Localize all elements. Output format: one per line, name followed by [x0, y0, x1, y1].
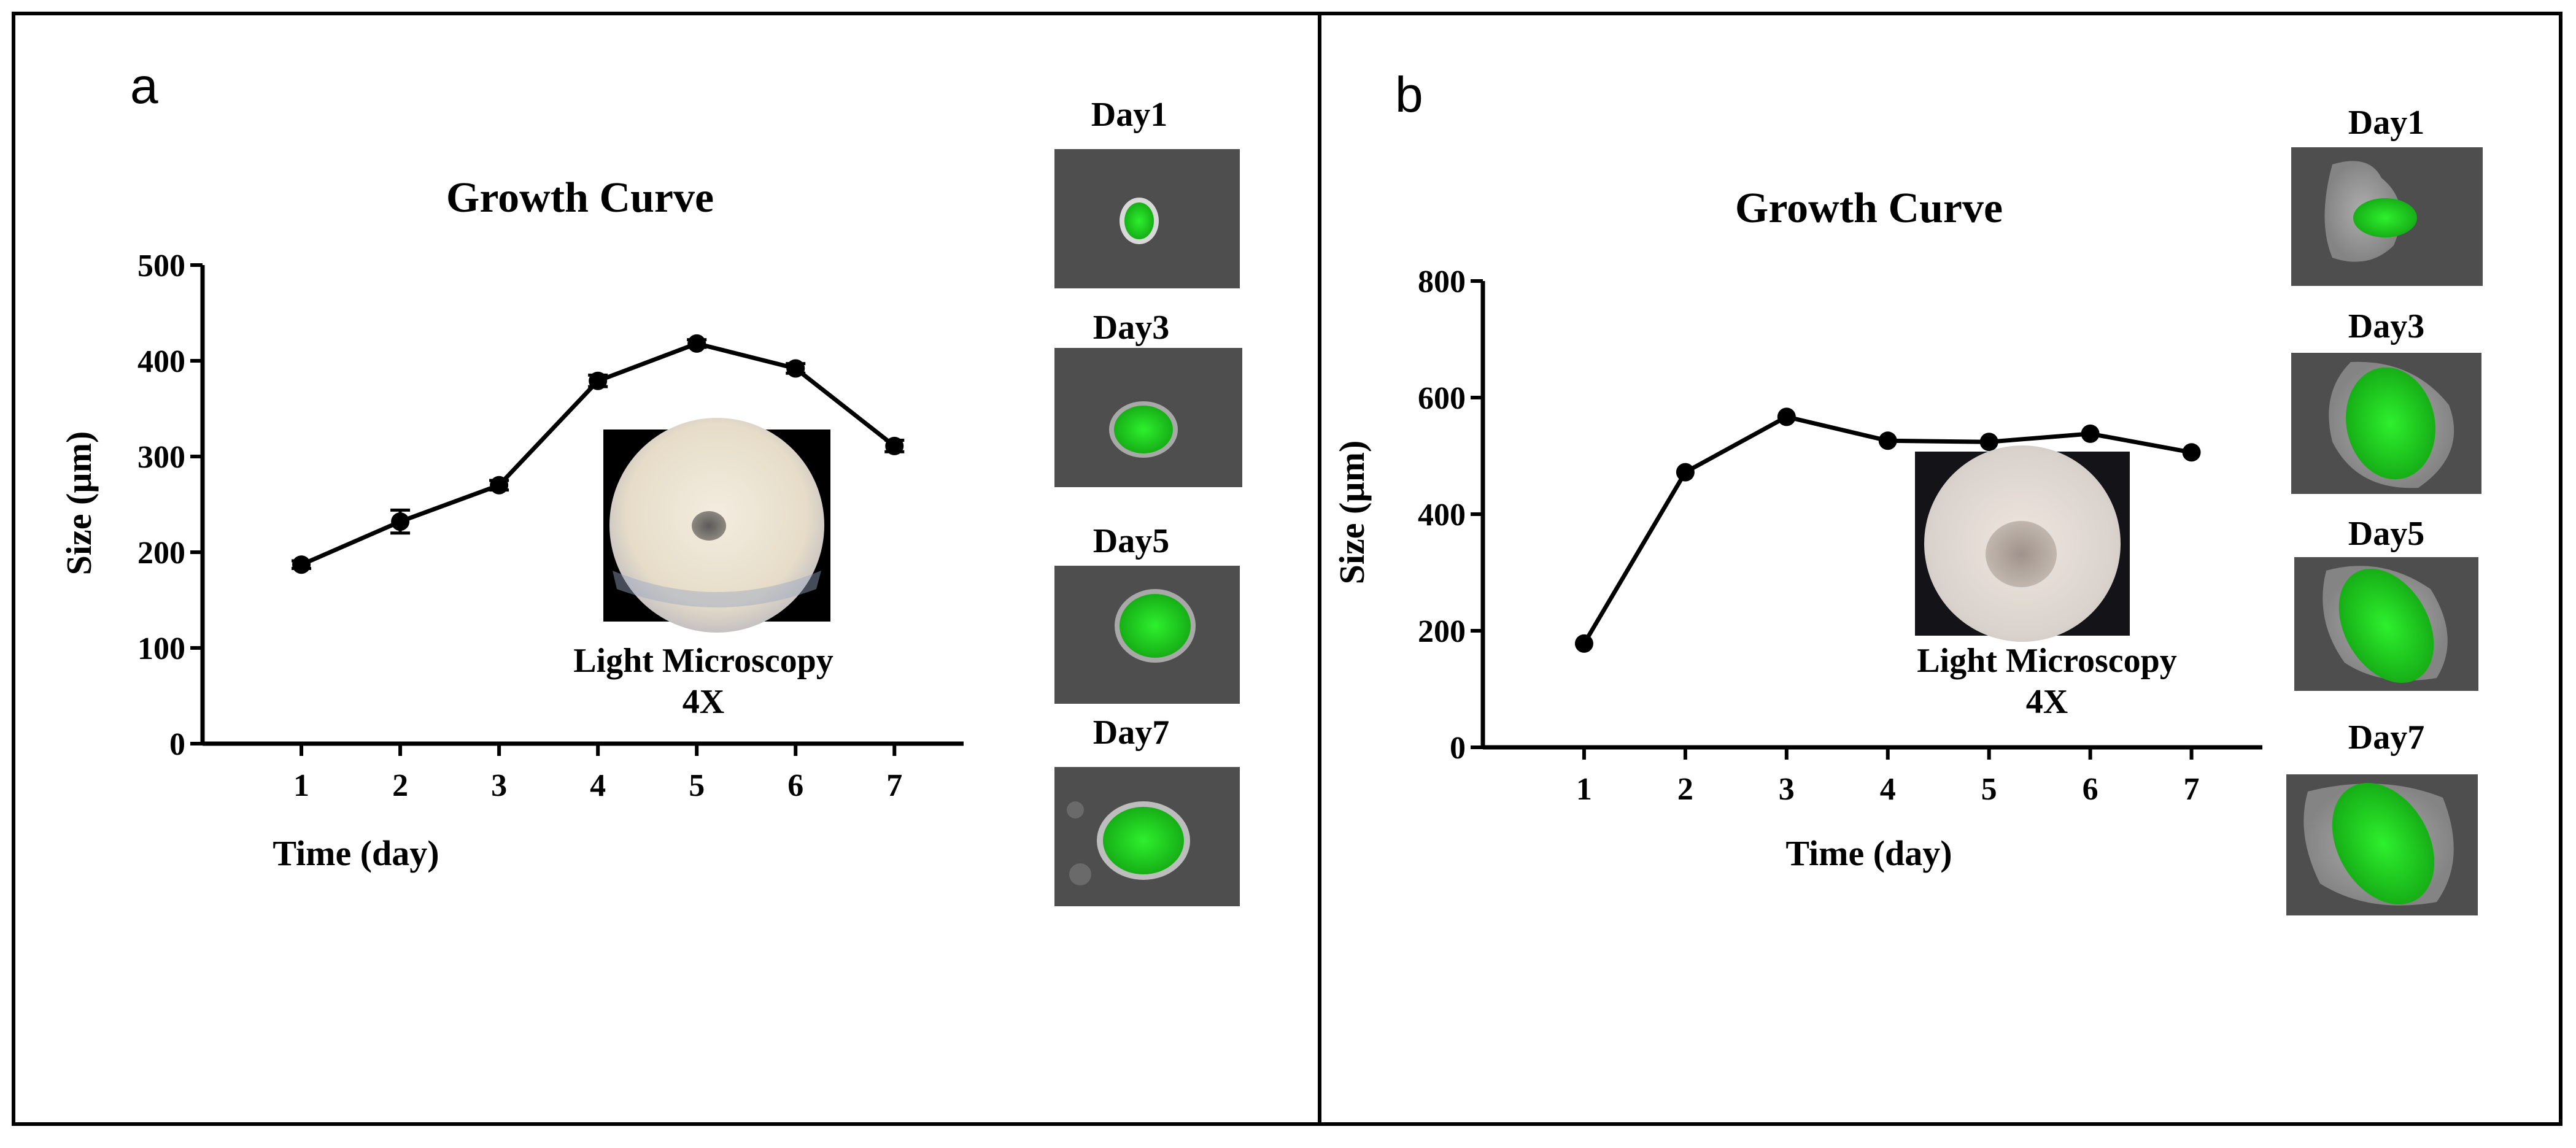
- chart-b-xtick-label: 4: [1880, 772, 1896, 807]
- micro-b-day1-label: Day1: [2348, 104, 2424, 142]
- panel-b: b Growth Curve 0 200 400 600 800 1 2 3 4 5 6 7 Time…: [1332, 67, 2483, 915]
- micro-a: Day1 Day3 Day5 Day7: [1054, 96, 1242, 906]
- chart-b-xlabel: Time (day): [1785, 833, 1952, 873]
- chart-a-data-point: [490, 476, 509, 495]
- inset-b: Light Microscopy 4X: [1915, 445, 2177, 721]
- chart-a-xtick-label: 2: [392, 768, 408, 803]
- inset-a-spheroid: [692, 511, 726, 541]
- chart-a-ylabel: Size (µm): [59, 431, 99, 576]
- chart-b-ytick-label: 200: [1418, 614, 1466, 649]
- chart-a-data-point: [589, 371, 608, 390]
- inset-b-label-1: Light Microscopy: [1917, 642, 2177, 680]
- chart-b-xtick-label: 5: [1981, 772, 1997, 807]
- chart-b-ytick-label: 0: [1450, 731, 1466, 766]
- micro-b-day7-label: Day7: [2348, 718, 2424, 757]
- chart-a-axes: 0 100 200 300 400 500 1 2 3 4 5 6 7: [137, 248, 964, 803]
- chart-b: Growth Curve 0 200 400 600 800 1 2 3 4 5 6 7 Time (…: [1332, 185, 2262, 873]
- chart-b-data-point: [2182, 443, 2201, 462]
- micro-b-day5-label: Day5: [2348, 515, 2424, 553]
- chart-b-xtick-label: 3: [1779, 772, 1795, 807]
- micro-b-day3-label: Day3: [2348, 307, 2424, 345]
- chart-a-data-point: [786, 359, 805, 378]
- micro-b: Day1 Day3 Day5 Day7: [2286, 104, 2483, 915]
- chart-a-data-point: [885, 436, 904, 455]
- inset-a-reflection: [613, 571, 821, 607]
- chart-b-data-point: [1878, 431, 1897, 450]
- chart-a-xtick-label: 3: [491, 768, 507, 803]
- chart-a-data-point: [292, 555, 311, 574]
- chart-a-ytick-label: 100: [137, 631, 185, 666]
- micro-a-day3-spheroid: [1114, 406, 1173, 453]
- chart-a-ytick-label: 500: [137, 248, 185, 283]
- chart-a-ytick-label: 400: [137, 344, 185, 379]
- chart-b-data-point: [1676, 463, 1695, 482]
- micro-a-day7-debris: [1069, 863, 1091, 885]
- chart-a-ytick-label: 300: [137, 440, 185, 475]
- inset-a: Light Microscopy 4X: [573, 418, 834, 721]
- micro-a-day7-spheroid: [1103, 807, 1184, 874]
- chart-a-xlabel: Time (day): [273, 833, 439, 873]
- panel-a: a Growth Curve 0 100 200 300 400 500 1 2 3 4 5 6 7 T…: [59, 58, 1242, 906]
- chart-b-ylabel: Size (µm): [1332, 441, 1372, 585]
- figure-frame: [12, 12, 2562, 1126]
- micro-a-day5-spheroid: [1120, 594, 1191, 658]
- chart-b-axes: 0 200 400 600 800 1 2 3 4 5 6 7: [1418, 264, 2262, 807]
- chart-a-xtick-label: 7: [886, 768, 902, 803]
- chart-a-xtick-label: 6: [787, 768, 803, 803]
- chart-b-xtick-label: 6: [2083, 772, 2098, 807]
- chart-a-xtick-label: 5: [689, 768, 705, 803]
- micro-b-day3-spheroid: [2346, 367, 2435, 480]
- chart-a-xtick-label: 4: [590, 768, 606, 803]
- micro-b-day1-spheroid: [2353, 198, 2417, 237]
- chart-b-ytick-label: 800: [1418, 264, 1466, 299]
- chart-b-ytick-label: 400: [1418, 498, 1466, 533]
- panel-a-letter: a: [130, 58, 158, 114]
- chart-b-xtick-label: 7: [2184, 772, 2200, 807]
- chart-a-data-point: [391, 512, 410, 531]
- micro-a-day1-spheroid: [1124, 202, 1154, 239]
- micro-a-day7-debris: [1067, 801, 1084, 819]
- inset-b-label-2: 4X: [2026, 683, 2068, 721]
- chart-b-title: Growth Curve: [1735, 185, 2003, 232]
- inset-b-spheroid: [1986, 521, 2057, 587]
- inset-a-label-1: Light Microscopy: [573, 642, 834, 680]
- chart-a-xtick-label: 1: [293, 768, 309, 803]
- chart-a-data-point: [687, 334, 706, 353]
- chart-b-data-point: [1979, 433, 1998, 452]
- micro-a-day5-label: Day5: [1093, 522, 1169, 560]
- chart-a: Growth Curve 0 100 200 300 400 500 1 2 3 4 5 6 7 Tim…: [59, 174, 964, 873]
- micro-b-day5-spheroid: [2338, 568, 2434, 684]
- micro-b-day7-spheroid: [2332, 783, 2435, 904]
- chart-a-ytick-label: 0: [169, 727, 185, 762]
- chart-a-ytick-label: 200: [137, 536, 185, 571]
- inset-a-label-2: 4X: [683, 683, 724, 721]
- micro-a-day1-label: Day1: [1091, 96, 1167, 134]
- chart-b-xtick-label: 1: [1576, 772, 1592, 807]
- panel-b-letter: b: [1395, 67, 1423, 123]
- chart-b-data-point: [1574, 634, 1593, 653]
- chart-a-title: Growth Curve: [446, 174, 714, 222]
- chart-b-data-point: [1777, 407, 1796, 426]
- chart-b-data-point: [2081, 424, 2100, 443]
- micro-a-day7-label: Day7: [1093, 714, 1169, 752]
- chart-b-xtick-label: 2: [1677, 772, 1693, 807]
- chart-b-ytick-label: 600: [1418, 381, 1466, 416]
- micro-a-day3-label: Day3: [1093, 309, 1169, 347]
